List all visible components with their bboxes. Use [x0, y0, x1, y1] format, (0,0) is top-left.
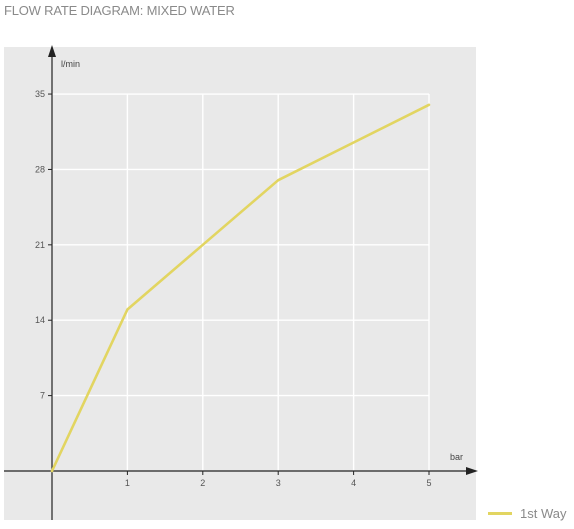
y-tick-label: 21 [35, 240, 45, 250]
y-tick-label: 14 [35, 315, 45, 325]
x-axis-arrow [466, 467, 478, 475]
x-tick-label: 4 [351, 478, 356, 488]
legend-swatch [488, 512, 512, 515]
legend-label: 1st Way [520, 506, 567, 521]
x-tick-label: 1 [125, 478, 130, 488]
y-axis-arrow [48, 45, 56, 57]
x-axis-label: bar [450, 452, 463, 462]
chart-title: FLOW RATE DIAGRAM: MIXED WATER [4, 3, 235, 18]
x-tick-label: 2 [200, 478, 205, 488]
y-tick-label: 28 [35, 164, 45, 174]
x-tick-label: 5 [426, 478, 431, 488]
y-tick-label: 7 [40, 391, 45, 401]
y-tick-label: 35 [35, 89, 45, 99]
legend: 1st Way [488, 506, 566, 521]
plot-background [4, 47, 476, 520]
y-axis-label: l/min [61, 59, 80, 69]
series-line-1st-way [50, 103, 431, 473]
x-tick-label: 3 [276, 478, 281, 488]
